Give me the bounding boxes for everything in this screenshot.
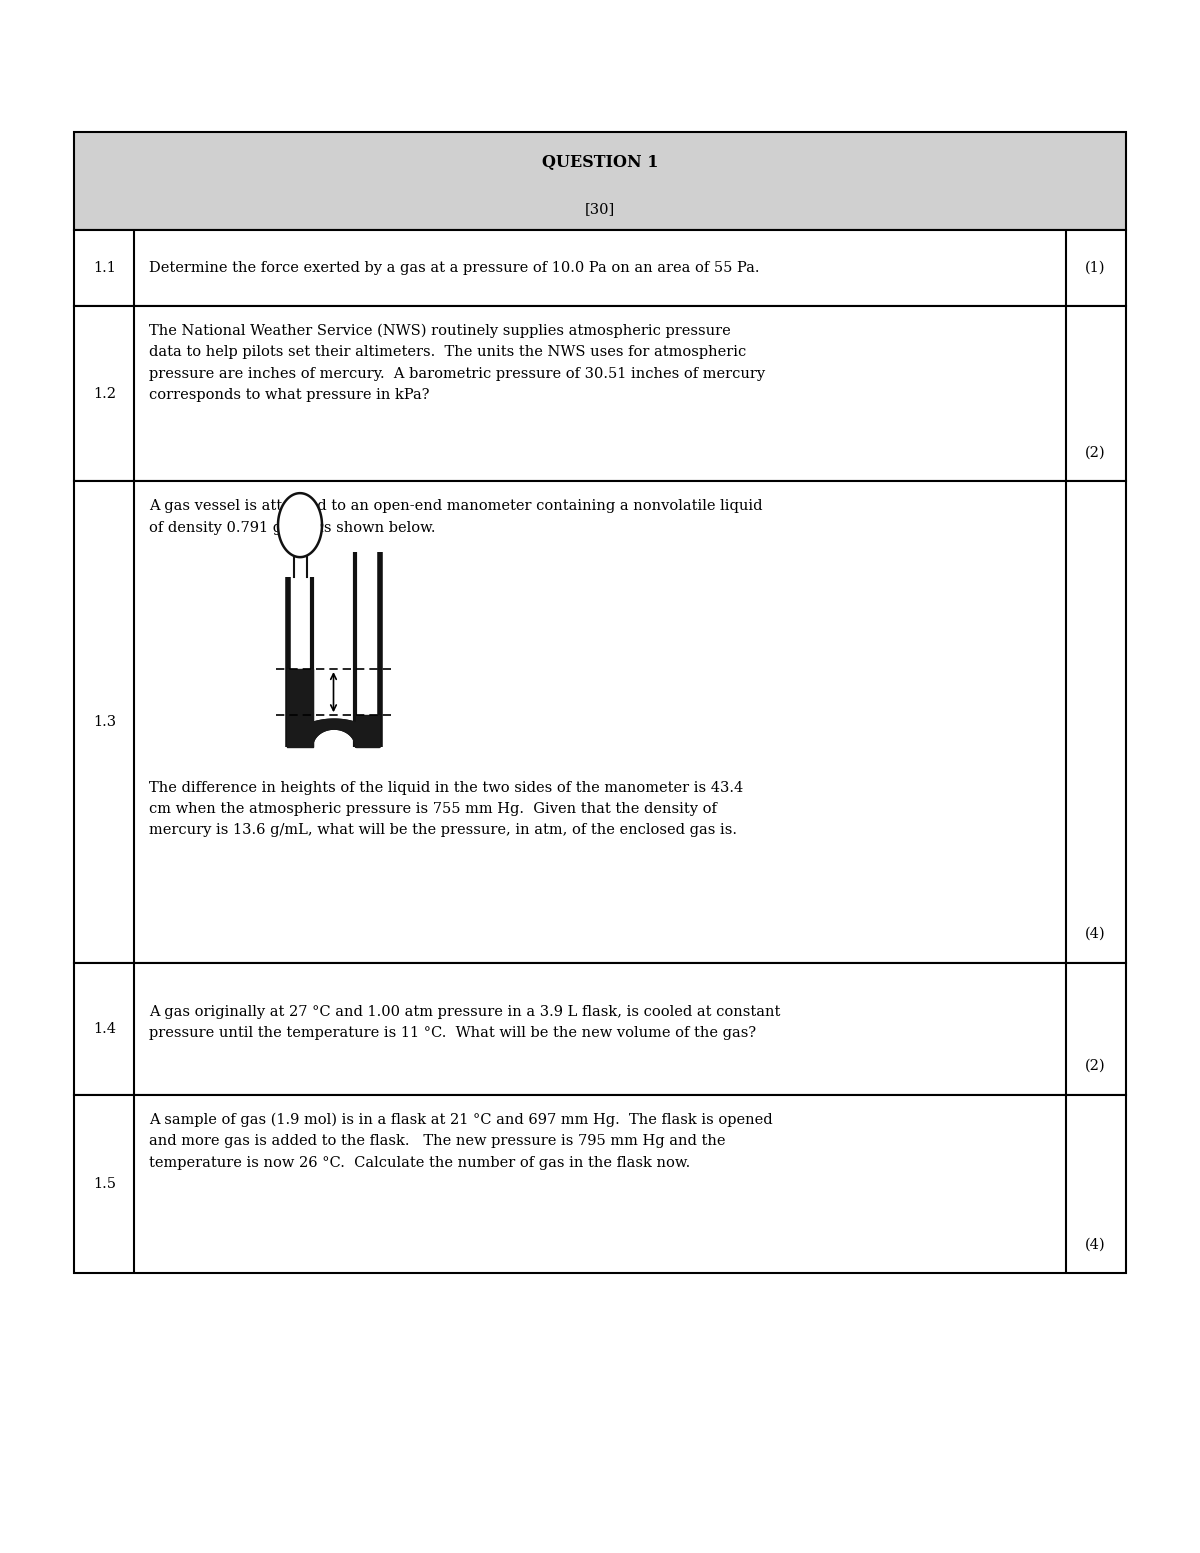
Text: (2): (2) (1085, 1059, 1106, 1073)
Text: A sample of gas (1.9 mol) is in a flask at 21 °C and 697 mm Hg.  The flask is op: A sample of gas (1.9 mol) is in a flask … (150, 1114, 773, 1169)
Text: Determine the force exerted by a gas at a pressure of 10.0 Pa on an area of 55 P: Determine the force exerted by a gas at … (150, 261, 760, 275)
Text: The difference in heights of the liquid in the two sides of the manometer is 43.: The difference in heights of the liquid … (150, 781, 744, 837)
Bar (74, 963, 1126, 1095)
Text: 1.2: 1.2 (92, 387, 116, 401)
Polygon shape (278, 494, 322, 558)
Polygon shape (288, 719, 380, 747)
Bar (74, 1095, 1126, 1273)
Bar (74, 230, 1126, 306)
Text: (2): (2) (1085, 446, 1106, 460)
Bar (74, 132, 1126, 230)
Text: The National Weather Service (NWS) routinely supplies atmospheric pressure
data : The National Weather Service (NWS) routi… (150, 325, 766, 402)
Text: 1.3: 1.3 (92, 714, 116, 730)
Text: 1.5: 1.5 (92, 1177, 116, 1191)
Text: (4): (4) (1085, 927, 1106, 941)
Text: 1.4: 1.4 (92, 1022, 116, 1036)
Bar (74, 306, 1126, 481)
Text: QUESTION 1: QUESTION 1 (541, 154, 659, 171)
Polygon shape (288, 719, 380, 747)
Text: (4): (4) (1085, 1238, 1106, 1252)
Text: 1.1: 1.1 (92, 261, 116, 275)
Text: A gas vessel is attached to an open-end manometer containing a nonvolatile liqui: A gas vessel is attached to an open-end … (150, 500, 763, 534)
Bar (74, 481, 1126, 963)
Text: [30]: [30] (584, 202, 616, 216)
Text: A gas originally at 27 °C and 1.00 atm pressure in a 3.9 L flask, is cooled at c: A gas originally at 27 °C and 1.00 atm p… (150, 1005, 781, 1041)
Text: (1): (1) (1085, 261, 1106, 275)
